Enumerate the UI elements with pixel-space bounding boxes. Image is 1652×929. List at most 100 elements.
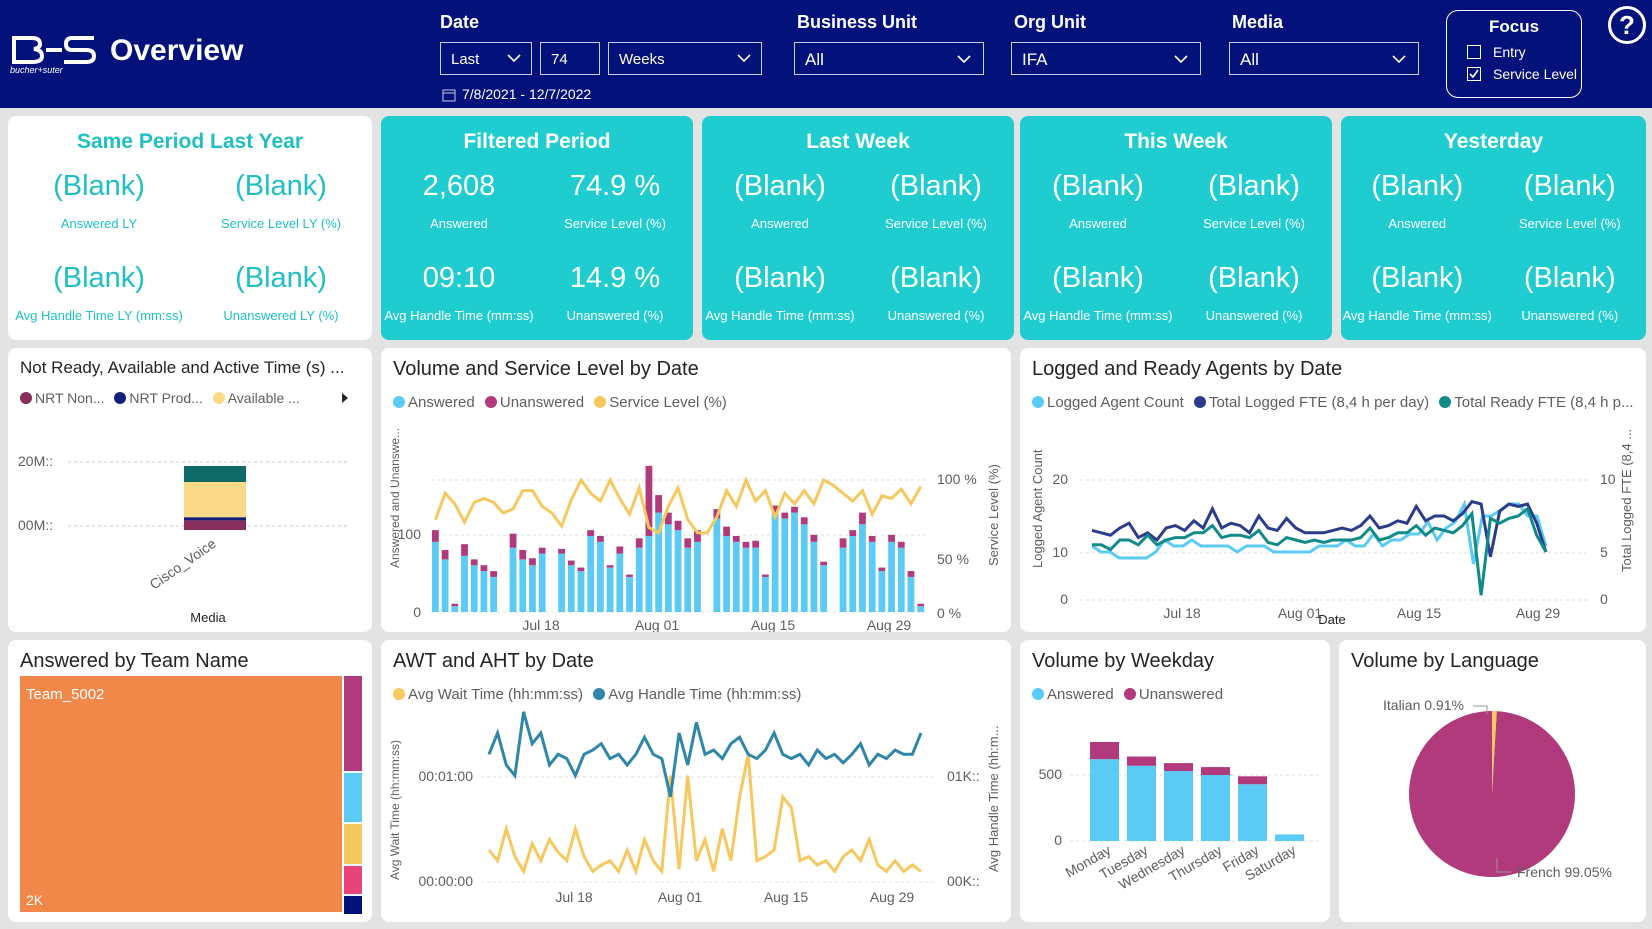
answered-bar[interactable]: [626, 576, 633, 612]
treemap-tile[interactable]: [344, 824, 362, 864]
unanswered-bar[interactable]: [529, 558, 536, 566]
unanswered-bar[interactable]: [732, 536, 740, 542]
answered-bar[interactable]: [694, 541, 701, 612]
answered-bar[interactable]: [849, 536, 857, 612]
unanswered-bar[interactable]: [606, 565, 614, 568]
answered-bar[interactable]: [1201, 775, 1230, 841]
date-unit-select[interactable]: Weeks: [608, 42, 762, 75]
answered-bar[interactable]: [451, 606, 459, 612]
unanswered-bar[interactable]: [878, 567, 886, 572]
media-select[interactable]: All: [1229, 42, 1419, 75]
unanswered-bar[interactable]: [441, 550, 449, 560]
unanswered-bar[interactable]: [626, 574, 633, 577]
answered-bar[interactable]: [1238, 784, 1267, 841]
entry-checkbox[interactable]: [1467, 45, 1481, 59]
answered-bar[interactable]: [713, 518, 721, 612]
answered-bar[interactable]: [635, 547, 643, 612]
answered-bar[interactable]: [674, 530, 682, 612]
answered-bar[interactable]: [762, 576, 769, 612]
answered-bar[interactable]: [558, 553, 565, 612]
answered-bar[interactable]: [907, 576, 915, 612]
unanswered-bar[interactable]: [490, 571, 498, 577]
answered-bar[interactable]: [752, 547, 760, 612]
unanswered-bar[interactable]: [771, 505, 779, 513]
unanswered-bar[interactable]: [752, 540, 760, 548]
unanswered-bar[interactable]: [810, 534, 818, 542]
answered-bar[interactable]: [461, 555, 468, 612]
treemap-tile[interactable]: [344, 866, 362, 894]
answered-bar[interactable]: [509, 547, 517, 612]
unanswered-bar[interactable]: [470, 559, 478, 566]
unanswered-bar[interactable]: [1127, 756, 1156, 766]
answered-bar[interactable]: [1275, 834, 1304, 841]
answered-bar[interactable]: [597, 541, 604, 612]
unanswered-bar[interactable]: [1090, 742, 1119, 760]
answered-bar[interactable]: [655, 512, 663, 612]
unanswered-bar[interactable]: [888, 534, 895, 542]
stacked-bar-segment[interactable]: [184, 517, 246, 521]
unanswered-bar[interactable]: [509, 533, 517, 548]
answered-bar[interactable]: [519, 559, 527, 612]
unanswered-bar[interactable]: [1238, 776, 1267, 785]
unanswered-bar[interactable]: [538, 547, 546, 554]
treemap-tile-team-5002[interactable]: Team_5002 2K: [20, 676, 342, 912]
unanswered-bar[interactable]: [762, 574, 769, 577]
answered-bar[interactable]: [490, 576, 498, 612]
treemap-tile[interactable]: [344, 896, 362, 914]
answered-bar[interactable]: [1164, 771, 1193, 841]
unanswered-bar[interactable]: [664, 512, 672, 525]
stacked-bar-segment[interactable]: [184, 466, 246, 482]
pie-slice-italian[interactable]: [1492, 711, 1497, 794]
unanswered-bar[interactable]: [684, 538, 692, 548]
answered-bar[interactable]: [538, 553, 546, 612]
answered-bar[interactable]: [878, 571, 886, 612]
unanswered-bar[interactable]: [723, 526, 730, 536]
unanswered-bar[interactable]: [1201, 767, 1230, 775]
answered-bar[interactable]: [800, 524, 808, 612]
answered-bar[interactable]: [616, 553, 624, 612]
unanswered-bar[interactable]: [781, 512, 789, 519]
unanswered-bar[interactable]: [519, 550, 527, 560]
answered-bar[interactable]: [771, 512, 779, 612]
unanswered-bar[interactable]: [742, 541, 750, 548]
date-count-input[interactable]: 74: [540, 42, 600, 75]
answered-bar[interactable]: [577, 571, 585, 612]
answered-bar[interactable]: [432, 541, 439, 612]
answered-bar[interactable]: [820, 565, 828, 612]
answered-bar[interactable]: [723, 536, 730, 612]
answered-bar[interactable]: [529, 565, 536, 612]
unanswered-bar[interactable]: [432, 530, 439, 542]
answered-bar[interactable]: [606, 567, 614, 612]
answered-bar[interactable]: [587, 536, 595, 612]
answered-bar[interactable]: [859, 524, 866, 612]
unanswered-bar[interactable]: [820, 561, 828, 566]
unanswered-bar[interactable]: [635, 538, 643, 548]
answered-bar[interactable]: [470, 565, 478, 612]
answered-bar[interactable]: [742, 547, 750, 612]
unanswered-bar[interactable]: [577, 567, 585, 572]
help-icon[interactable]: ?: [1608, 6, 1646, 44]
answered-bar[interactable]: [897, 547, 905, 612]
answered-bar[interactable]: [868, 541, 876, 612]
unanswered-bar[interactable]: [800, 517, 808, 525]
stacked-bar-segment[interactable]: [184, 520, 246, 530]
answered-bar[interactable]: [917, 606, 925, 612]
answered-bar[interactable]: [645, 536, 653, 612]
stacked-bar-segment[interactable]: [184, 482, 246, 518]
org-unit-select[interactable]: IFA: [1011, 42, 1201, 75]
answered-bar[interactable]: [684, 547, 692, 612]
unanswered-bar[interactable]: [597, 536, 604, 542]
business-unit-select[interactable]: All: [794, 42, 984, 75]
answered-bar[interactable]: [664, 524, 672, 612]
unanswered-bar[interactable]: [849, 530, 857, 536]
unanswered-bar[interactable]: [645, 465, 653, 536]
unanswered-bar[interactable]: [558, 548, 565, 554]
unanswered-bar[interactable]: [616, 546, 624, 554]
answered-bar[interactable]: [839, 547, 847, 612]
unanswered-bar[interactable]: [480, 565, 488, 572]
date-mode-select[interactable]: Last: [440, 42, 532, 75]
unanswered-bar[interactable]: [1164, 763, 1193, 772]
answered-bar[interactable]: [888, 541, 895, 612]
unanswered-bar[interactable]: [451, 603, 459, 607]
treemap-tile[interactable]: [344, 676, 362, 771]
